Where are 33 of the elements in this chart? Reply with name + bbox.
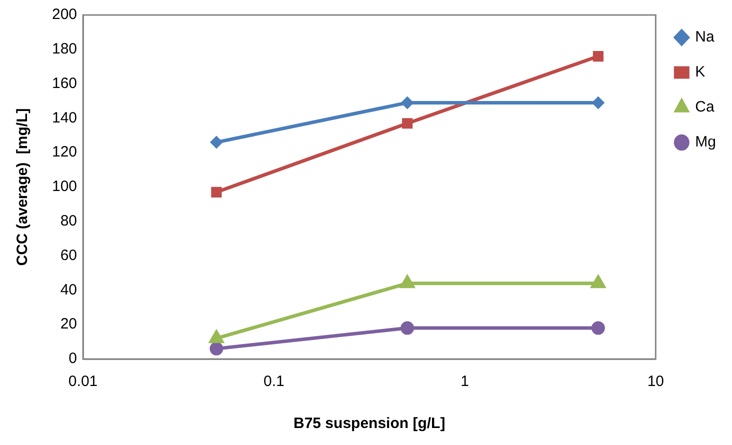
point <box>210 330 224 344</box>
x-tick-label: 0.01 <box>68 373 98 390</box>
y-tick-label: 140 <box>52 109 78 126</box>
point <box>210 136 222 148</box>
y-tick-label: 60 <box>60 246 78 264</box>
point <box>400 276 414 288</box>
y-tick-label: 20 <box>60 316 78 333</box>
y-tick-label: 160 <box>52 74 78 92</box>
point <box>591 276 606 288</box>
y-tick-label: 120 <box>52 144 78 161</box>
x-tick-label: 1 <box>460 373 469 390</box>
legend-label: Mg <box>695 134 716 151</box>
point <box>592 96 604 108</box>
point <box>402 96 414 108</box>
y-tick-label: 80 <box>60 212 78 230</box>
y-axis-title: CCC (average) [mg/L] <box>14 108 32 266</box>
point <box>210 342 224 356</box>
point <box>400 321 414 335</box>
x-tick-label: 0.1 <box>263 373 284 390</box>
legend-label: K <box>695 64 706 81</box>
point <box>211 186 222 198</box>
x-tick-label: 10 <box>647 373 664 390</box>
point <box>591 321 605 335</box>
y-tick-label: 200 <box>52 6 78 24</box>
legend-label: Na <box>695 28 715 46</box>
point <box>592 50 604 62</box>
legend-label: Ca <box>695 98 715 116</box>
point <box>402 118 413 129</box>
y-tick-label: 180 <box>52 40 78 58</box>
y-tick-label: 0 <box>68 350 78 368</box>
y-tick-label: 100 <box>52 178 78 196</box>
x-axis-title: B75 suspension [g/L] <box>294 415 446 432</box>
y-tick-label: 40 <box>60 281 78 298</box>
